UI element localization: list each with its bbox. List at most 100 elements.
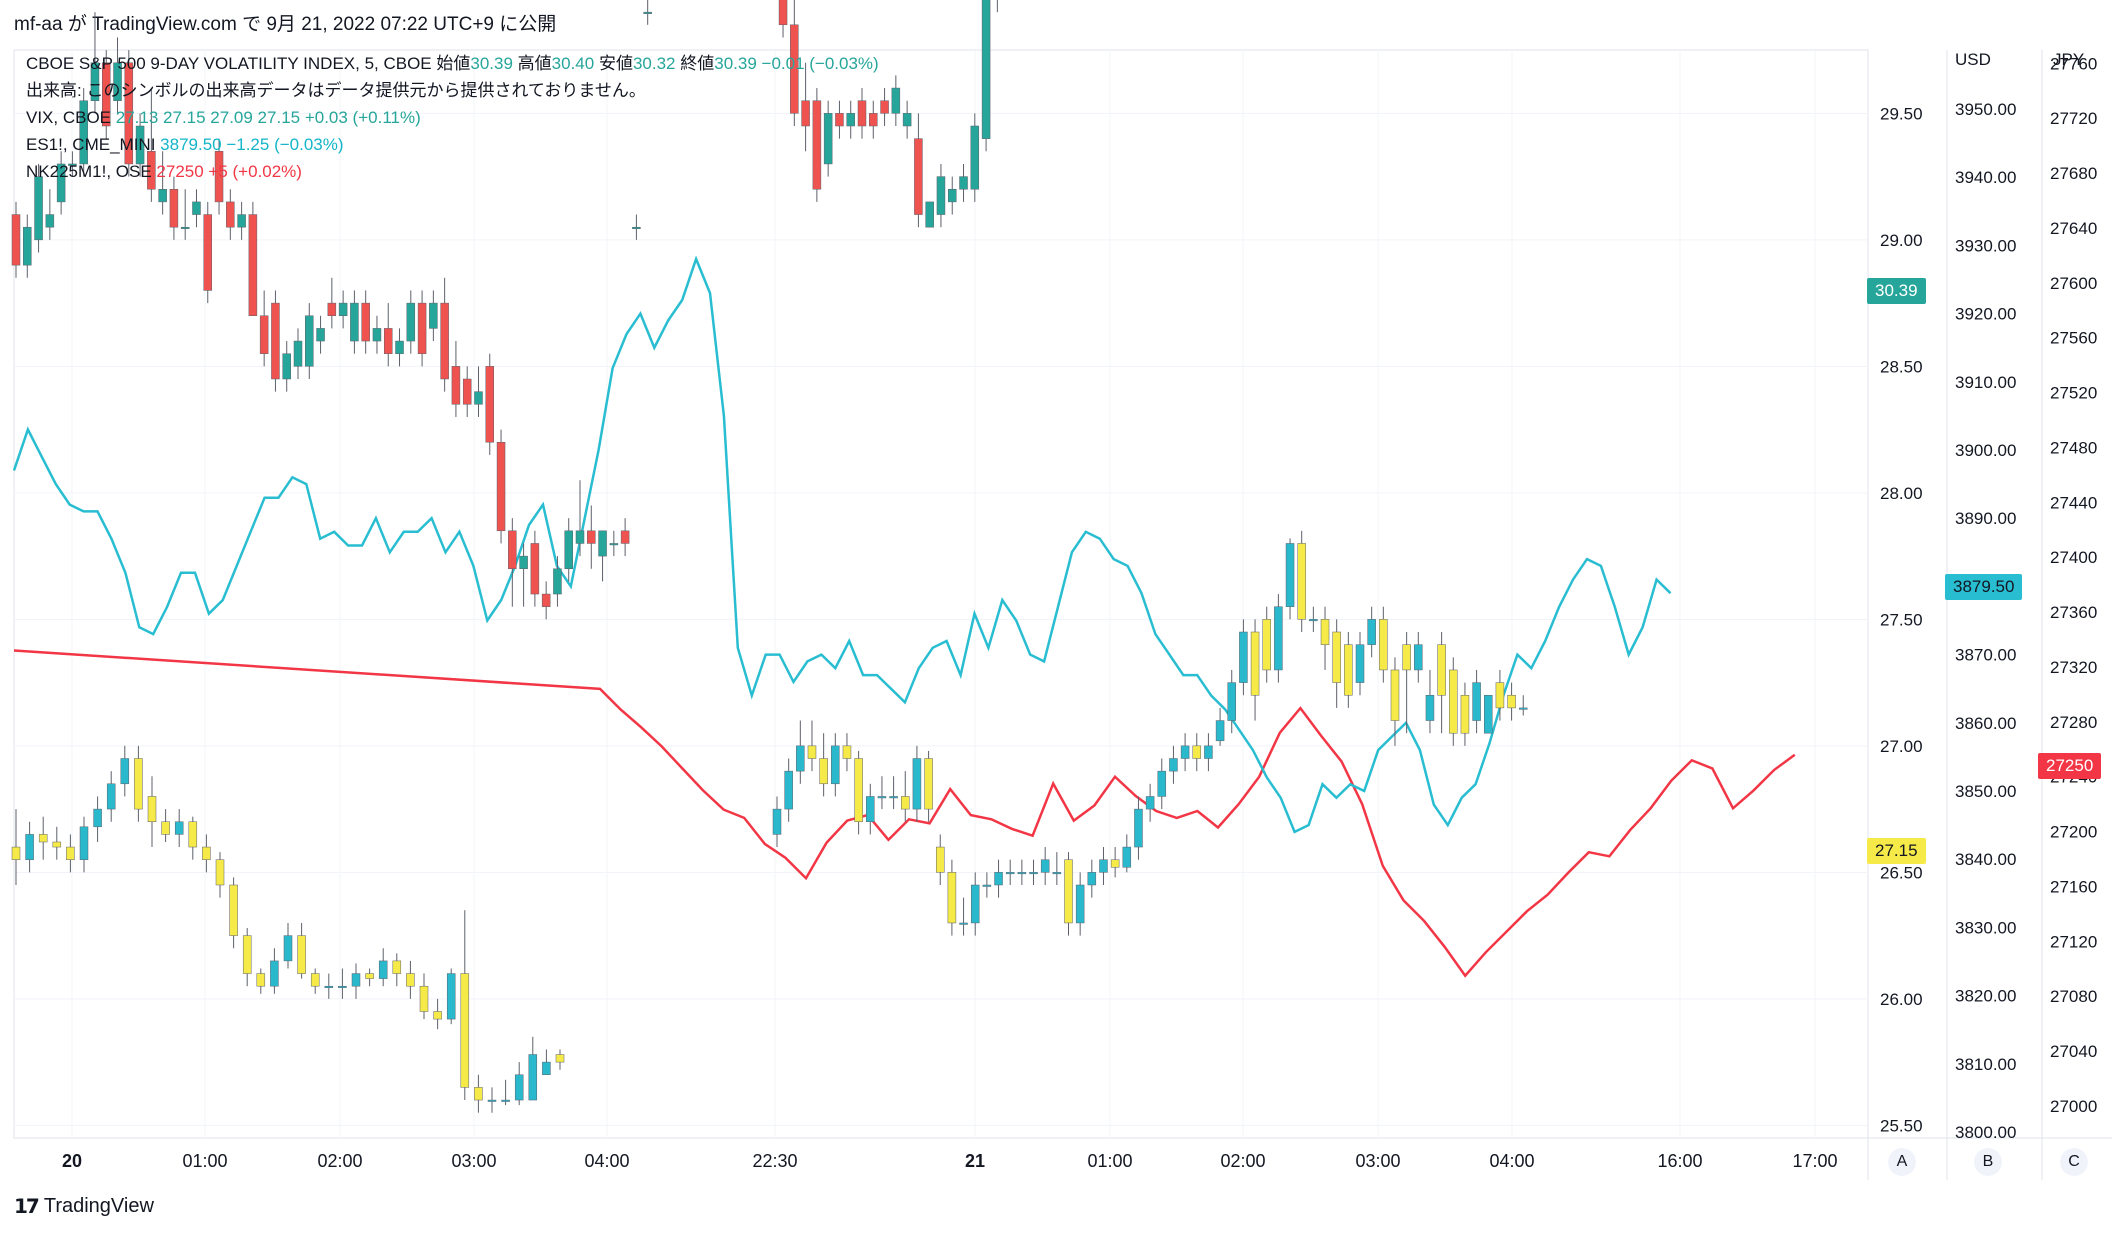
- vix9d-candle: [790, 24, 799, 114]
- vix-candle: [324, 985, 334, 988]
- legend-es-values: 3879.50 −1.25 (−0.03%): [160, 135, 344, 154]
- usd-axis-tick: 3870.00: [1955, 646, 2016, 665]
- usd-axis-tick: 3820.00: [1955, 987, 2016, 1006]
- vix9d-candle: [440, 302, 449, 380]
- jpy-axis-tick: 27080: [2050, 987, 2097, 1006]
- volume-note: 出来高: このシンボルの出来高データはデータ提供元から提供されておりません。: [26, 81, 646, 100]
- vix-candle: [351, 973, 361, 987]
- vix-candle: [52, 841, 62, 848]
- vix-candle: [528, 1054, 538, 1101]
- vix9d-candle: [237, 214, 246, 228]
- vix9d-candle: [632, 226, 641, 229]
- vix9d-candle: [372, 328, 382, 342]
- scale-button-c[interactable]: C: [2060, 1148, 2088, 1176]
- vix9d-candle: [316, 328, 325, 342]
- vix9d-candle: [350, 302, 359, 342]
- vix9d-candle: [553, 568, 562, 595]
- vix-candle: [831, 745, 840, 785]
- price-axes: 31.5031.0030.5030.0029.5029.0028.5028.00…: [62, 54, 2097, 1171]
- jpy-axis-label: JPY: [2053, 50, 2085, 69]
- legend-es-row[interactable]: ES1!, CME_MINI 3879.50 −1.25 (−0.03%): [26, 131, 879, 158]
- scale-button-b[interactable]: B: [1974, 1148, 2002, 1176]
- es1-series-line: [12, 255, 1672, 834]
- vix9d-candle: [959, 176, 968, 190]
- time-axis-tick: 04:00: [1489, 1151, 1534, 1171]
- vix-candle: [1180, 745, 1190, 759]
- vix-candle: [256, 973, 266, 987]
- vix-candle: [419, 985, 429, 1012]
- vix-candle: [79, 826, 89, 860]
- time-axis-tick: 01:00: [1087, 1151, 1132, 1171]
- vix-candle: [819, 758, 828, 785]
- vix9d-candle: [801, 100, 810, 127]
- vix-candle: [994, 872, 1003, 886]
- vix9d-candle: [474, 391, 483, 405]
- vix-candle: [1297, 543, 1306, 620]
- vix9d-candle: [778, 0, 788, 26]
- vix-candle: [378, 960, 388, 979]
- vix9d-candle: [598, 530, 607, 557]
- usd-axis-tick: 3900.00: [1955, 441, 2016, 460]
- jpy-axis-tick: 27360: [2050, 603, 2097, 622]
- legend-vix-row[interactable]: VIX, CBOE 27.13 27.15 27.09 27.15 +0.03 …: [26, 104, 879, 131]
- legend-nk-row[interactable]: NK225M1!, OSE 27250 +5 (+0.02%): [26, 158, 879, 185]
- time-axis-tick: 02:00: [1220, 1151, 1265, 1171]
- vix-candle: [947, 872, 957, 924]
- vix-candle: [93, 808, 102, 828]
- vix9d-candle: [541, 593, 551, 607]
- time-axis-tick: 17:00: [1792, 1151, 1837, 1171]
- vix9d-candle: [902, 113, 912, 127]
- vix9d-candle: [891, 87, 901, 114]
- vix9d-candle: [519, 555, 528, 569]
- vix9d-candle: [192, 201, 201, 215]
- vix9d-candle: [823, 113, 833, 165]
- vix9d-candle: [169, 189, 179, 228]
- vix-candles: [11, 530, 1528, 1113]
- vix9d-candle: [34, 176, 43, 241]
- vix9d-candle: [462, 378, 472, 405]
- jpy-axis-tick: 27000: [2050, 1097, 2097, 1116]
- vix-candle: [1379, 619, 1388, 671]
- vix-candle: [1134, 808, 1143, 848]
- legend-nk-values: 27250 +5 (+0.02%): [156, 162, 302, 181]
- usd-axis-tick: 3940.00: [1955, 168, 2016, 187]
- legend-nk-symbol: NK225M1!, OSE: [26, 162, 152, 181]
- vix-candle: [338, 985, 347, 988]
- jpy-axis-tick: 27480: [2050, 438, 2097, 457]
- vix9d-candle: [56, 163, 66, 203]
- nk-price-tag: 27250: [2038, 753, 2102, 779]
- legend-main-row[interactable]: CBOE S&P 500 9-DAY VOLATILITY INDEX, 5, …: [26, 50, 879, 77]
- vix9d-candles: [11, 0, 998, 620]
- usd-axis-tick: 3840.00: [1955, 850, 2016, 869]
- vix-candle: [1204, 745, 1213, 759]
- vix9d-candle: [530, 543, 540, 595]
- footer-branding[interactable]: 𝟭𝟳 TradingView: [14, 1194, 154, 1219]
- vix-candle: [514, 1074, 524, 1101]
- vix9d-candle: [914, 138, 923, 215]
- vix-candle: [1099, 859, 1108, 873]
- time-axis-tick: 04:00: [584, 1151, 629, 1171]
- scale-button-a[interactable]: A: [1888, 1148, 1916, 1176]
- jpy-axis-tick: 27520: [2050, 384, 2097, 403]
- vix9d-candle: [857, 100, 867, 127]
- vix-candle: [283, 935, 293, 962]
- vix-candle: [1169, 758, 1178, 772]
- usd-axis-tick: 3860.00: [1955, 714, 2016, 733]
- vix-candle: [970, 884, 980, 924]
- vix-candle: [1367, 619, 1376, 645]
- vix-candle: [912, 758, 922, 810]
- vix9d-candle: [124, 62, 134, 165]
- open-value: 30.39: [470, 54, 513, 73]
- vix-candle: [1437, 644, 1446, 696]
- vix9d-price-tag: 30.39: [1867, 278, 1926, 304]
- vix-candle: [11, 846, 21, 860]
- vix-candle: [310, 973, 320, 987]
- usd-axis-tick: 3850.00: [1955, 782, 2016, 801]
- vix-candle: [188, 821, 198, 848]
- vix9d-candle: [113, 62, 122, 101]
- vix9d-candle: [248, 214, 258, 316]
- vix9d-candle: [429, 302, 438, 329]
- vix9d-candle: [135, 125, 145, 165]
- vix9d-candle: [327, 302, 337, 317]
